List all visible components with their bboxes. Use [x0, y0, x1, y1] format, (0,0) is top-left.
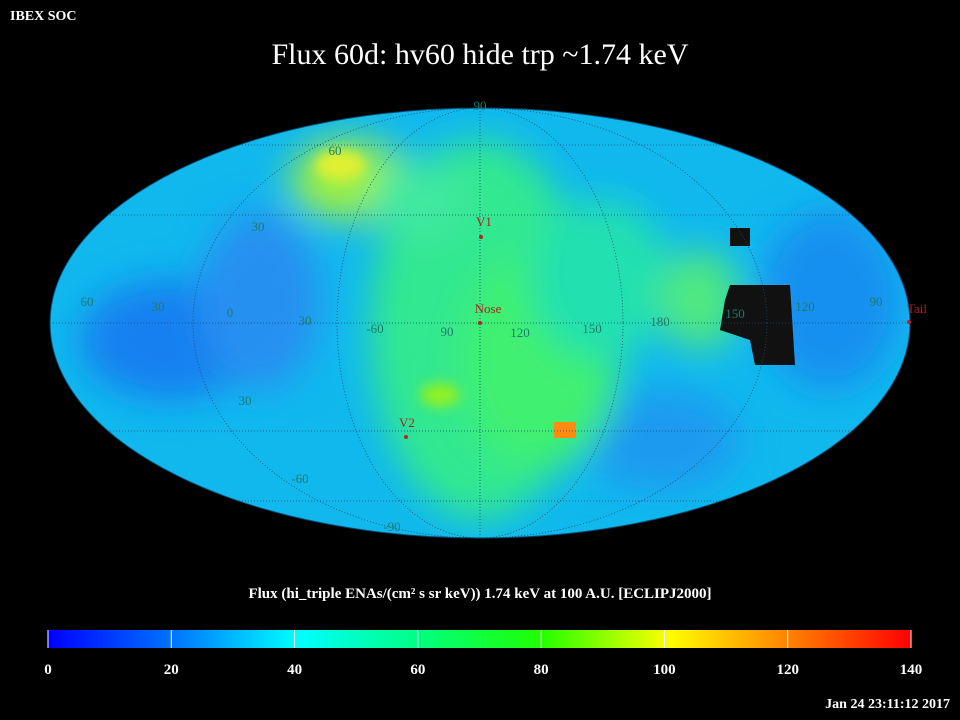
grid-label: 150 — [725, 306, 745, 321]
map-labels: 90 60 30 60 30 0 30 -60 90 120 150 180 150 120 90 30 -60… — [81, 98, 928, 534]
marker-dot — [404, 435, 408, 439]
timestamp: Jan 24 23:11:12 2017 — [825, 697, 950, 712]
colorbar-ticks: 0 20 40 60 80 100 120 140 — [44, 630, 922, 678]
grid-label: 0 — [227, 305, 234, 320]
marker-label: V1 — [476, 214, 492, 229]
colorbar-tick-label: 120 — [776, 662, 799, 678]
colorbar-tick-label: 140 — [900, 662, 923, 678]
marker-dot — [478, 321, 482, 325]
grid-label: 120 — [795, 299, 815, 314]
grid-label: 120 — [510, 325, 530, 340]
grid-label: 150 — [582, 321, 602, 336]
hot-spot — [554, 422, 576, 438]
sky-map — [50, 108, 910, 538]
marker-label: Tail — [907, 301, 927, 316]
marker-label: V2 — [399, 415, 415, 430]
colorbar-tick-label: 40 — [287, 662, 302, 678]
colorbar-tick-label: 60 — [410, 662, 425, 678]
grid-label: 30 — [152, 299, 165, 314]
marker-label: Nose — [475, 301, 502, 316]
colorbar-tick-label: 100 — [653, 662, 676, 678]
marker-dot — [479, 235, 483, 239]
grid-label: 30 — [299, 313, 312, 328]
grid-label: 90 — [441, 324, 454, 339]
org-label: IBEX SOC — [10, 9, 77, 24]
colorbar-label: Flux (hi_triple ENAs/(cm² s sr keV)) 1.7… — [248, 586, 711, 602]
colorbar-tick-label: 80 — [534, 662, 549, 678]
grid-label: -60 — [291, 471, 308, 486]
marker-dot — [907, 320, 911, 324]
masked-region — [720, 285, 795, 365]
grid-label: 60 — [329, 143, 342, 158]
masked-region — [730, 228, 750, 246]
grid-label: 30 — [239, 393, 252, 408]
grid-label: 30 — [252, 219, 265, 234]
grid-label: 60 — [81, 294, 94, 309]
colorbar — [48, 630, 911, 648]
grid-label: 180 — [650, 314, 670, 329]
colorbar-tick-label: 20 — [164, 662, 179, 678]
grid-label: -60 — [366, 321, 383, 336]
grid-label: -90 — [383, 519, 400, 534]
colorbar-tick-label: 0 — [44, 662, 52, 678]
grid-label: 90 — [870, 294, 883, 309]
grid-label: 90 — [474, 98, 487, 113]
title: Flux 60d: hv60 hide trp ~1.74 keV — [271, 38, 688, 71]
